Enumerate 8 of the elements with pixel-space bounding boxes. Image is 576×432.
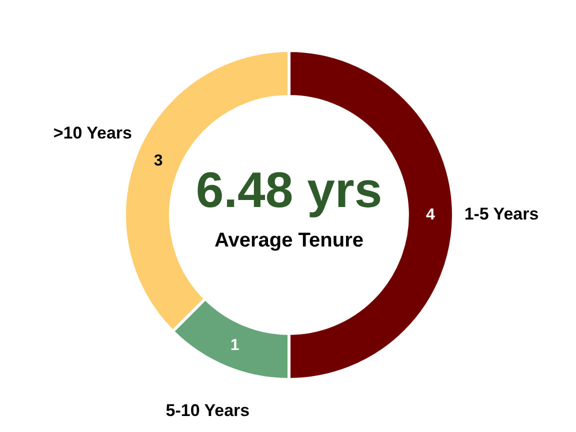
slice-label: 5-10 Years: [166, 401, 250, 420]
text: 6.48 yrs: [196, 162, 382, 218]
data-label: 3: [154, 152, 163, 170]
data-label: 1: [230, 337, 240, 354]
data-label: 4: [426, 206, 436, 224]
text: Average Tenure: [214, 230, 364, 252]
slice-label: 1-5 Years: [464, 204, 539, 224]
slice-label: >10 Years: [53, 123, 132, 142]
